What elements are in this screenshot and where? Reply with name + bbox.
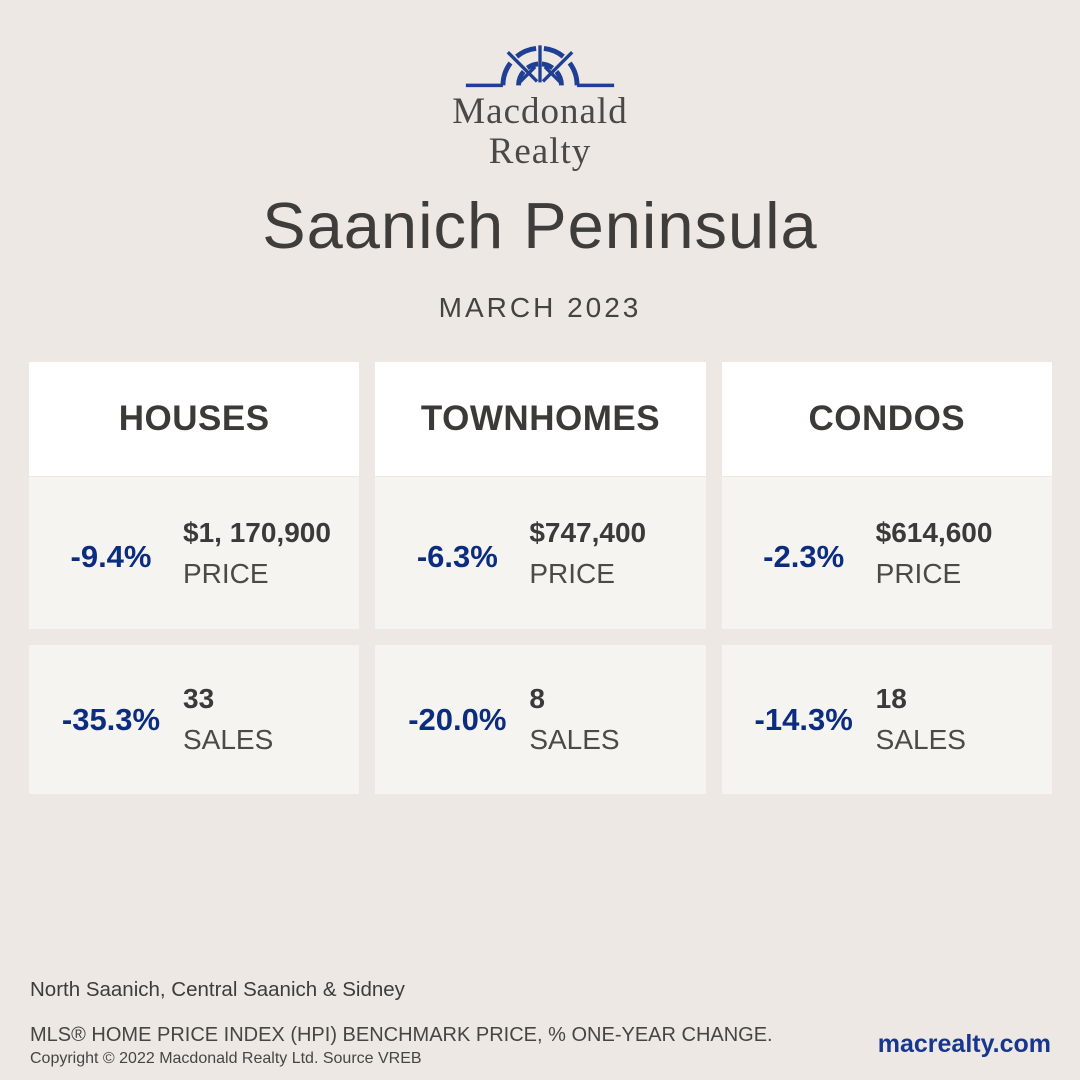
- category-card-condos: CONDOS -2.3% $614,600 PRICE -14.3% 18 SA…: [721, 362, 1052, 794]
- condos-price-section: -2.3% $614,600 PRICE: [721, 477, 1052, 629]
- category-card-townhomes: TOWNHOMES -6.3% $747,400 PRICE -20.0% 8 …: [375, 362, 706, 794]
- houses-sales-section: -35.3% 33 SALES: [29, 645, 360, 794]
- website-link[interactable]: macrealty.com: [877, 1030, 1051, 1058]
- houses-sales-block: 33 SALES: [183, 683, 273, 756]
- page-title: Saanich Peninsula: [262, 189, 818, 262]
- brand-name-line1: Macdonald: [452, 91, 628, 132]
- condos-sales-label: SALES: [875, 724, 966, 755]
- houses-price-label: PRICE: [183, 557, 269, 589]
- region-note: North Saanich, Central Saanich & Sidney: [30, 978, 405, 1001]
- methodology-note: MLS® HOME PRICE INDEX (HPI) BENCHMARK PR…: [30, 1024, 773, 1046]
- condos-sales-section: -14.3% 18 SALES: [721, 645, 1052, 794]
- houses-price-value: $1, 170,900: [183, 516, 331, 548]
- houses-price-block: $1, 170,900 PRICE: [183, 517, 331, 590]
- category-title-condos: CONDOS: [721, 362, 1052, 476]
- category-card-houses: HOUSES -9.4% $1, 170,900 PRICE -35.3% 33…: [29, 362, 360, 794]
- houses-sales-change: -35.3%: [61, 701, 161, 737]
- brand-name-line2: Realty: [488, 131, 592, 172]
- townhomes-price-change: -6.3%: [416, 539, 498, 574]
- condos-price-value: $614,600: [875, 516, 993, 548]
- condos-sales-change: -14.3%: [754, 701, 853, 737]
- townhomes-sales-section: -20.0% 8 SALES: [375, 645, 706, 794]
- houses-sales-value: 33: [183, 683, 215, 714]
- condos-sales-block: 18 SALES: [876, 683, 966, 756]
- condos-price-label: PRICE: [875, 557, 962, 589]
- category-title-townhomes: TOWNHOMES: [375, 362, 706, 476]
- fanlight-arch-icon: [465, 45, 615, 88]
- brand-name: Macdonald Realty: [0, 92, 1080, 172]
- townhomes-sales-label: SALES: [529, 724, 620, 755]
- brand-header: Macdonald Realty: [0, 28, 1080, 172]
- condos-sales-value: 18: [875, 683, 907, 714]
- townhomes-price-label: PRICE: [529, 557, 615, 589]
- townhomes-price-section: -6.3% $747,400 PRICE: [375, 477, 706, 629]
- copyright-note: Copyright © 2022 Macdonald Realty Ltd. S…: [30, 1050, 422, 1067]
- category-title-houses: HOUSES: [29, 362, 360, 476]
- houses-price-change: -9.4%: [70, 539, 152, 574]
- report-month: MARCH 2023: [438, 292, 642, 323]
- townhomes-price-block: $747,400 PRICE: [529, 517, 646, 590]
- townhomes-sales-block: 8 SALES: [529, 683, 619, 756]
- townhomes-sales-value: 8: [529, 683, 545, 714]
- houses-price-section: -9.4% $1, 170,900 PRICE: [29, 477, 360, 629]
- houses-sales-label: SALES: [183, 724, 274, 755]
- townhomes-price-value: $747,400: [529, 516, 647, 548]
- stats-grid: HOUSES -9.4% $1, 170,900 PRICE -35.3% 33…: [29, 362, 1052, 794]
- condos-price-block: $614,600 PRICE: [876, 517, 993, 590]
- condos-price-change: -2.3%: [763, 539, 845, 574]
- townhomes-sales-change: -20.0%: [408, 701, 507, 737]
